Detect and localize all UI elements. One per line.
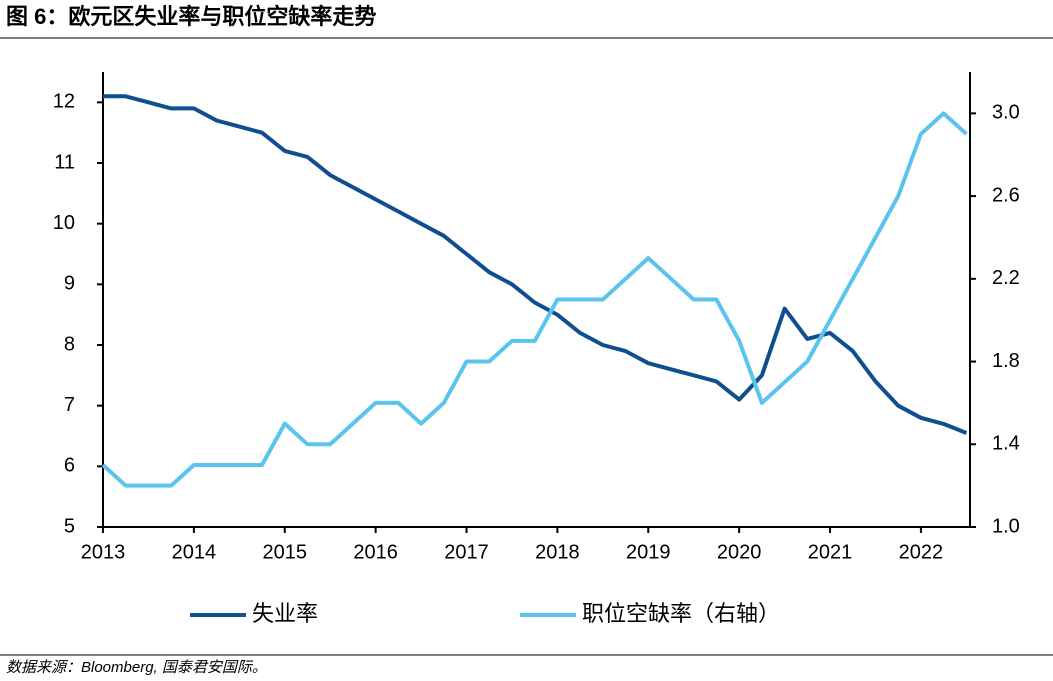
y-tick-label: 6 (64, 455, 75, 477)
x-tick-label: 2014 (172, 541, 217, 563)
y-tick-label: 7 (64, 394, 75, 416)
source: 数据来源：Bloomberg, 国泰君安国际。 (6, 659, 267, 676)
y2-tick-label: 1.0 (992, 515, 1020, 537)
y2-tick-label: 2.6 (992, 184, 1020, 206)
y2-tick-label: 1.4 (992, 433, 1020, 455)
legend-label: 职位空缺率（右轴） (582, 601, 780, 626)
y-tick-label: 10 (53, 212, 75, 234)
x-tick-label: 2018 (535, 541, 580, 563)
series-line (103, 94, 968, 435)
y2-tick-label: 1.8 (992, 350, 1020, 372)
x-tick-label: 2019 (626, 541, 671, 563)
x-tick-label: 2021 (808, 541, 853, 563)
x-tick-label: 2017 (444, 541, 489, 563)
legend-label: 失业率 (252, 601, 318, 626)
y-tick-label: 8 (64, 333, 75, 355)
y-tick-label: 5 (64, 515, 75, 537)
y-tick-label: 12 (53, 91, 75, 113)
x-tick-label: 2022 (899, 541, 944, 563)
series-line (101, 111, 968, 488)
x-tick-label: 2015 (263, 541, 308, 563)
chart-title: 图 6：欧元区失业率与职位空缺率走势 (6, 4, 376, 29)
y2-tick-label: 2.2 (992, 267, 1020, 289)
y-tick-label: 11 (54, 151, 75, 173)
x-tick-label: 2016 (353, 541, 398, 563)
x-tick-label: 2013 (81, 541, 126, 563)
x-tick-label: 2020 (717, 541, 762, 563)
y-tick-label: 9 (64, 273, 75, 295)
y2-tick-label: 3.0 (992, 102, 1020, 124)
